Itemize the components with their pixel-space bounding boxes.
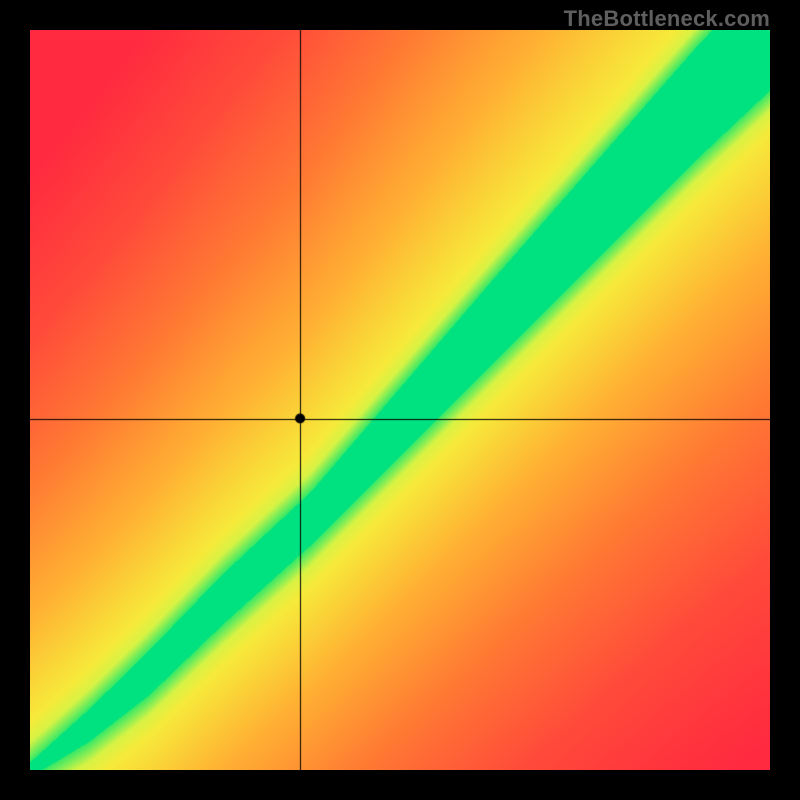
watermark-label: TheBottleneck.com — [564, 6, 770, 32]
plot-area — [30, 30, 770, 770]
figure-container: TheBottleneck.com — [0, 0, 800, 800]
heatmap-canvas — [30, 30, 770, 770]
